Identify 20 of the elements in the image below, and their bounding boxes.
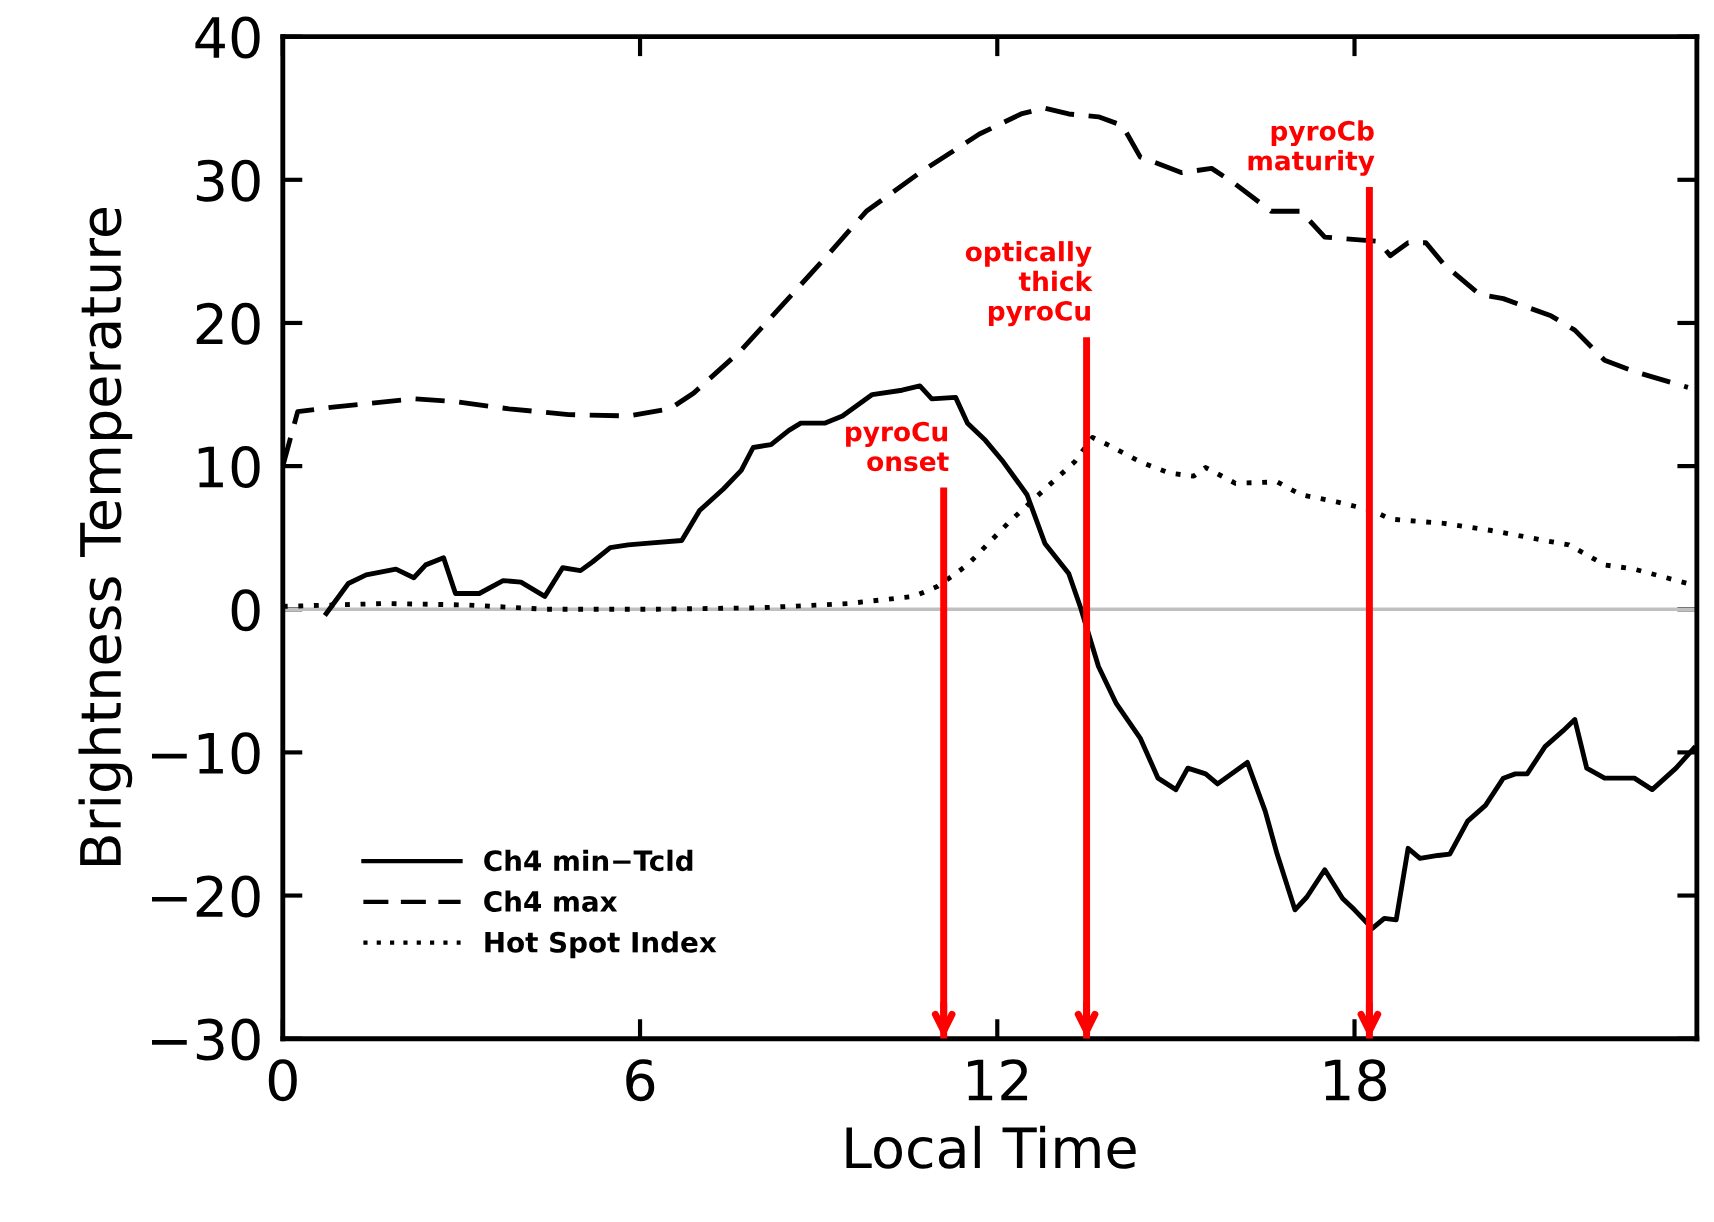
y-tick-label: 0: [231, 589, 260, 632]
legend-label: Ch4 max: [484, 890, 618, 912]
x-tick-label: 12: [968, 1059, 1028, 1101]
legend-label: Hot Spot Index: [485, 931, 717, 959]
ref-line-label: optically thick pyroCu: [965, 241, 1093, 327]
x-tick-label: 6: [626, 1059, 655, 1102]
x-tick-label: 0: [268, 1059, 297, 1102]
x-axis-title: Local Time: [846, 1125, 1136, 1169]
ref-line-label: pyroCb maturity: [1248, 120, 1375, 176]
y-tick-label: −30: [152, 1018, 260, 1061]
y-tick-label: 10: [198, 445, 260, 488]
y-tick-label: −10: [152, 732, 260, 775]
ref-line-label: pyroCu onset: [846, 421, 949, 472]
y-tick-label: 30: [196, 159, 260, 202]
y-tick-label: 20: [196, 302, 260, 345]
x-tick-label: 18: [1325, 1059, 1387, 1102]
y-tick-label: −20: [152, 875, 260, 918]
legend-label: Ch4 min−Tcld: [484, 849, 693, 872]
y-axis-title: Brightness Temperature: [78, 207, 133, 865]
y-tick-label: 40: [195, 16, 260, 59]
